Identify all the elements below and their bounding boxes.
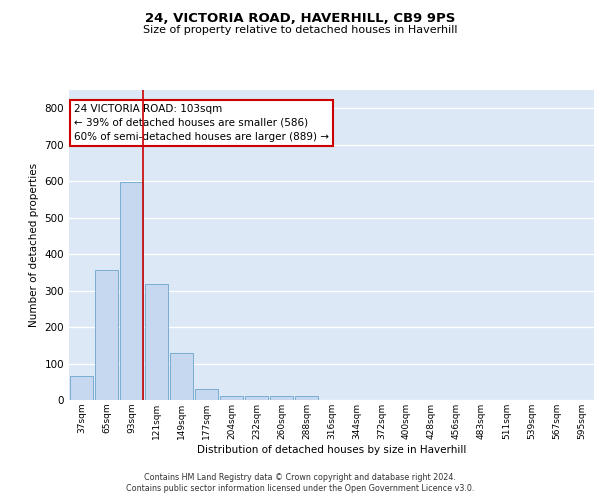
Text: 24, VICTORIA ROAD, HAVERHILL, CB9 9PS: 24, VICTORIA ROAD, HAVERHILL, CB9 9PS (145, 12, 455, 26)
Bar (270, 396, 293, 400)
Bar (95, 270, 118, 400)
Bar (220, 396, 243, 400)
Bar (245, 396, 268, 400)
Bar (70, 376, 93, 400)
Bar (195, 390, 218, 400)
X-axis label: Distribution of detached houses by size in Haverhill: Distribution of detached houses by size … (197, 444, 466, 454)
Bar (120, 182, 143, 400)
Text: Contains public sector information licensed under the Open Government Licence v3: Contains public sector information licen… (126, 484, 474, 493)
Text: Size of property relative to detached houses in Haverhill: Size of property relative to detached ho… (143, 25, 457, 35)
Text: 24 VICTORIA ROAD: 103sqm
← 39% of detached houses are smaller (586)
60% of semi-: 24 VICTORIA ROAD: 103sqm ← 39% of detach… (74, 104, 329, 142)
Text: Contains HM Land Registry data © Crown copyright and database right 2024.: Contains HM Land Registry data © Crown c… (144, 472, 456, 482)
Bar (170, 352, 193, 400)
Bar (295, 396, 318, 400)
Y-axis label: Number of detached properties: Number of detached properties (29, 163, 39, 327)
Bar (145, 284, 168, 400)
